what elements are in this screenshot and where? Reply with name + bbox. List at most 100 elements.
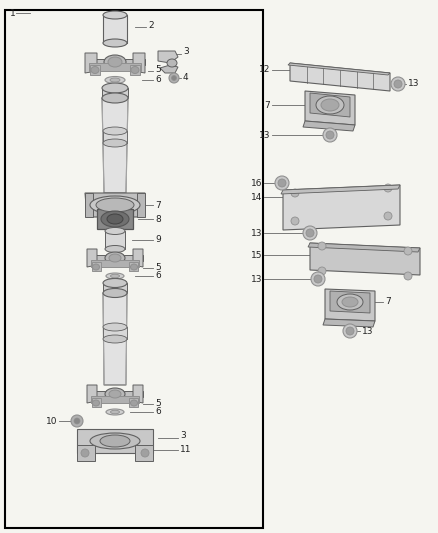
Ellipse shape (106, 409, 124, 415)
Polygon shape (160, 65, 178, 73)
Bar (137, 193, 145, 217)
Bar (91, 260, 139, 267)
Circle shape (275, 176, 289, 190)
Text: 13: 13 (251, 274, 262, 284)
Circle shape (384, 184, 392, 192)
Circle shape (404, 272, 412, 280)
Circle shape (71, 415, 83, 427)
Text: 6: 6 (155, 271, 161, 280)
Circle shape (404, 247, 412, 255)
Bar (129, 398, 138, 407)
Ellipse shape (103, 139, 127, 147)
Bar (92, 398, 101, 407)
Text: 5: 5 (155, 399, 161, 408)
Ellipse shape (100, 435, 130, 447)
Text: 4: 4 (183, 74, 189, 83)
Text: 13: 13 (251, 229, 262, 238)
Ellipse shape (103, 11, 127, 19)
Ellipse shape (110, 410, 120, 414)
Bar (135, 445, 153, 461)
Ellipse shape (105, 252, 125, 264)
Ellipse shape (96, 198, 134, 212)
Ellipse shape (110, 274, 120, 278)
Polygon shape (290, 63, 390, 91)
Ellipse shape (131, 264, 138, 270)
Ellipse shape (102, 93, 128, 103)
Polygon shape (308, 243, 420, 252)
Text: 2: 2 (148, 20, 154, 29)
Ellipse shape (104, 55, 126, 69)
Text: 3: 3 (183, 46, 189, 55)
Polygon shape (305, 91, 355, 125)
Polygon shape (87, 391, 143, 397)
Text: 10: 10 (46, 416, 57, 425)
Ellipse shape (342, 297, 358, 307)
Bar (129, 262, 138, 271)
Ellipse shape (105, 228, 125, 235)
Bar (97, 209, 133, 229)
Text: 7: 7 (264, 101, 270, 109)
Ellipse shape (105, 77, 125, 84)
Polygon shape (102, 98, 128, 193)
Circle shape (74, 418, 80, 424)
Circle shape (314, 275, 322, 283)
Polygon shape (330, 291, 370, 313)
Circle shape (391, 77, 405, 91)
Polygon shape (87, 255, 143, 261)
Circle shape (278, 179, 286, 187)
Bar (103, 327, 127, 339)
Ellipse shape (90, 196, 140, 214)
Ellipse shape (103, 39, 127, 47)
Text: 7: 7 (155, 200, 161, 209)
Bar (77, 445, 95, 461)
Bar (130, 65, 140, 75)
Ellipse shape (92, 264, 99, 270)
Ellipse shape (92, 400, 99, 406)
Text: 11: 11 (180, 446, 191, 455)
Circle shape (291, 217, 299, 225)
Circle shape (318, 242, 326, 250)
Polygon shape (281, 185, 400, 194)
Polygon shape (325, 289, 375, 321)
Bar (85, 193, 93, 217)
Ellipse shape (321, 99, 339, 111)
Polygon shape (288, 63, 390, 75)
Circle shape (394, 80, 402, 88)
Circle shape (303, 226, 317, 240)
Text: 9: 9 (155, 236, 161, 245)
Circle shape (141, 449, 149, 457)
Ellipse shape (107, 214, 123, 224)
Text: 3: 3 (180, 432, 186, 440)
Polygon shape (133, 249, 143, 267)
Polygon shape (85, 59, 145, 65)
Text: 14: 14 (251, 192, 262, 201)
Ellipse shape (103, 335, 127, 343)
Text: 13: 13 (408, 79, 420, 88)
Bar (103, 15, 127, 43)
Circle shape (81, 449, 89, 457)
Bar (5, 10, 263, 528)
Ellipse shape (105, 388, 125, 400)
Polygon shape (310, 243, 420, 275)
Ellipse shape (108, 57, 122, 67)
Text: 1: 1 (10, 9, 16, 18)
Bar (90, 65, 100, 75)
Ellipse shape (103, 323, 127, 331)
Polygon shape (103, 293, 127, 385)
Ellipse shape (103, 127, 127, 135)
Bar (103, 283, 127, 293)
Text: 6: 6 (155, 76, 161, 85)
Circle shape (326, 131, 334, 139)
Text: 16: 16 (251, 179, 262, 188)
Bar (92, 262, 101, 271)
Ellipse shape (131, 67, 139, 74)
Polygon shape (87, 385, 97, 403)
Text: 13: 13 (362, 327, 374, 335)
Polygon shape (85, 193, 145, 217)
Polygon shape (283, 185, 400, 230)
Polygon shape (87, 249, 97, 267)
Circle shape (306, 229, 314, 237)
Polygon shape (158, 51, 178, 63)
Text: 7: 7 (385, 297, 391, 306)
Ellipse shape (131, 400, 138, 406)
